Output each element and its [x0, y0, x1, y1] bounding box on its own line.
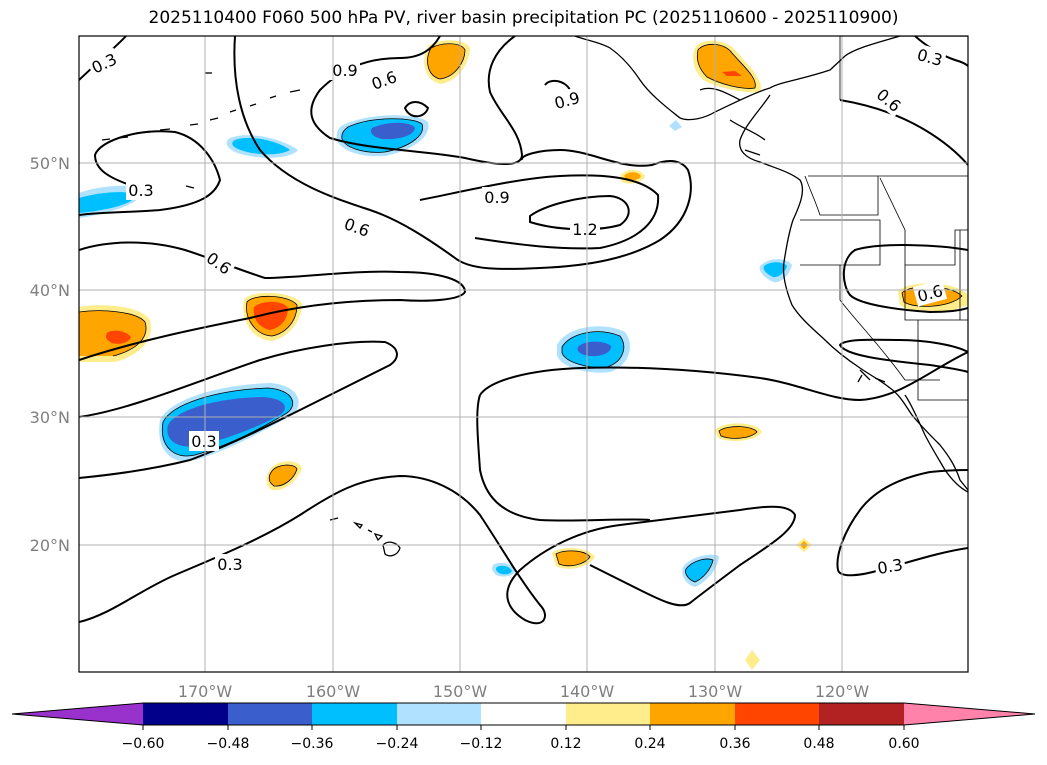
pv-contour: [479, 351, 968, 401]
pv-contour: [839, 338, 968, 373]
negative-anomaly: [682, 554, 719, 587]
contour-label: 0.3: [128, 181, 153, 200]
lon-tick-label: 160°W: [306, 682, 361, 701]
colorbar-segment: [143, 703, 228, 725]
lat-tick-label: 50°N: [30, 154, 70, 173]
colorbar: −0.60 −0.48 −0.36 −0.24 −0.12 0.12 0.24 …: [11, 702, 1036, 752]
pv-contour: [310, 36, 523, 165]
latitude-axis: 50°N 40°N 30°N 20°N: [30, 154, 70, 555]
map-frame: [78, 35, 969, 673]
contour-label: 0.9: [484, 188, 509, 207]
pv-contour: [79, 340, 398, 479]
colorbar-segment: [650, 703, 735, 725]
positive-anomaly: [693, 40, 761, 93]
positive-anomaly: [424, 40, 470, 84]
contour-label: 0.3: [876, 555, 904, 578]
negative-anomaly: [226, 135, 298, 158]
lon-tick-label: 120°W: [815, 682, 870, 701]
colorbar-label: 0.60: [888, 736, 919, 752]
pv-contour: [842, 244, 968, 313]
lat-tick-label: 20°N: [30, 536, 70, 555]
negative-anomaly: [669, 120, 682, 131]
colorbar-segment: [397, 703, 481, 725]
colorbar-label: 0.12: [550, 736, 581, 752]
positive-anomaly: [243, 292, 302, 341]
pv-contour: [914, 36, 968, 67]
pv-contour: [476, 394, 651, 522]
positive-anomaly: [552, 548, 595, 569]
lon-tick-label: 140°W: [560, 682, 615, 701]
colorbar-label: 0.48: [803, 736, 834, 752]
colorbar-label: −0.48: [207, 736, 250, 752]
pv-contour: [419, 174, 660, 250]
contour-label: 0.3: [217, 555, 242, 574]
pv-contour: [529, 195, 630, 231]
contour-label: 0.9: [332, 61, 357, 80]
lon-tick-label: 130°W: [688, 682, 743, 701]
colorbar-segment: [819, 703, 904, 725]
lon-tick-label: 170°W: [178, 682, 233, 701]
positive-anomaly: [266, 461, 302, 491]
colorbar-ticks: [142, 725, 905, 730]
colorbar-segment: [312, 703, 397, 725]
pv-contour: [233, 36, 692, 270]
lat-tick-label: 30°N: [30, 408, 70, 427]
lat-tick-label: 40°N: [30, 281, 70, 300]
pv-contour: [79, 241, 466, 361]
pv-contour: [79, 130, 221, 216]
coastlines: [101, 36, 968, 557]
map-title: 2025110400 F060 500 hPa PV, river basin …: [148, 8, 899, 28]
colorbar-label: 0.36: [719, 736, 750, 752]
colorbar-segment: [735, 703, 819, 725]
colorbar-segment: [481, 703, 566, 725]
negative-anomaly: [557, 326, 630, 373]
lon-tick-label: 150°W: [433, 682, 488, 701]
pv-contour: [404, 101, 429, 118]
colorbar-segment: [228, 703, 312, 725]
colorbar-segment: [566, 703, 650, 725]
pv-contours: [79, 36, 968, 625]
negative-anomaly: [336, 115, 429, 157]
negative-anomaly: [492, 562, 516, 577]
longitude-axis: 170°W 160°W 150°W 140°W 130°W 120°W: [178, 682, 870, 701]
contour-label: 0.3: [191, 432, 216, 451]
positive-anomaly: [745, 650, 760, 670]
colorbar-label: −0.36: [291, 736, 334, 752]
colorbar-label: −0.12: [460, 736, 503, 752]
map-area: [79, 36, 968, 672]
precip-anomalies: [79, 40, 968, 670]
colorbar-label: −0.60: [122, 736, 165, 752]
gridlines: [79, 36, 968, 672]
pv-contour: [839, 99, 968, 166]
colorbar-label: 0.24: [634, 736, 665, 752]
colorbar-segment: [904, 703, 1035, 725]
colorbar-segment: [12, 703, 143, 725]
colorbar-label: −0.24: [376, 736, 419, 752]
contour-label: 1.2: [572, 220, 597, 239]
pv-contour: [79, 475, 796, 625]
